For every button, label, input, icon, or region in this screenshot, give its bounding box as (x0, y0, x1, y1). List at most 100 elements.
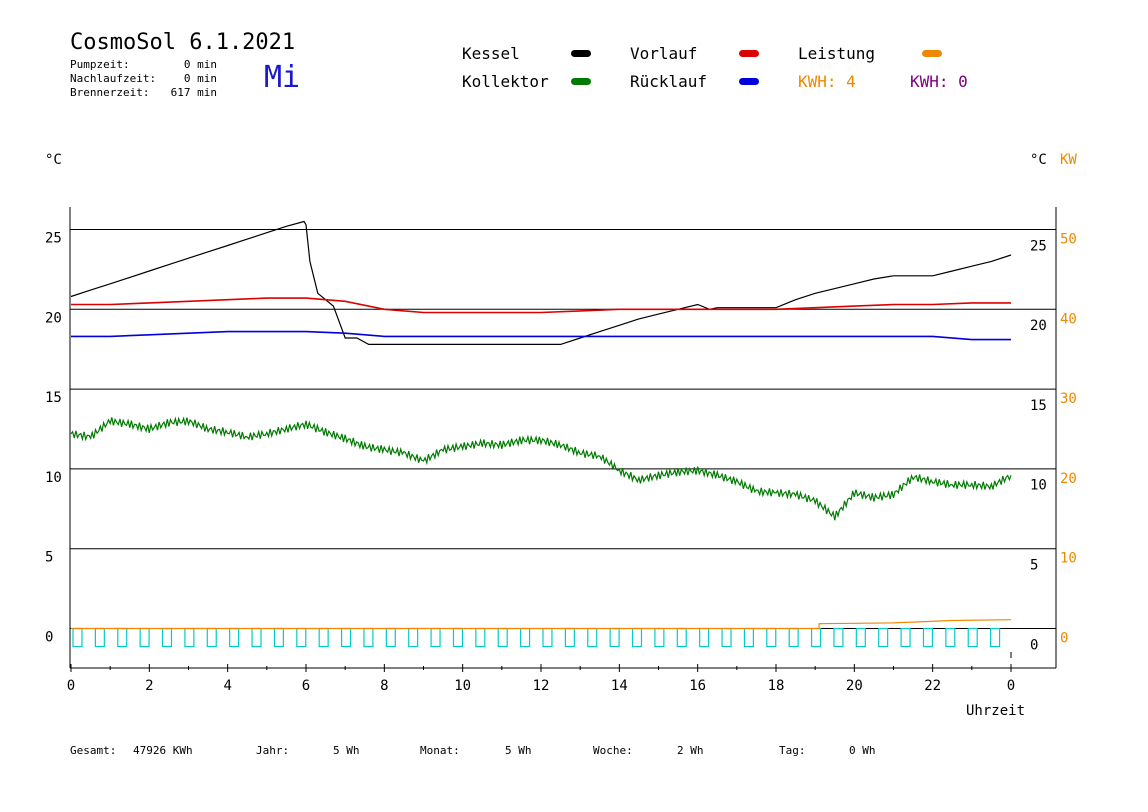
x-tick-label: 8 (380, 678, 388, 694)
x-tick-label: 4 (223, 678, 231, 694)
y-right-unit-label: °C (1030, 152, 1047, 168)
pump-cycle-marker (206, 627, 217, 648)
y-kw-tick-label: 10 (1060, 551, 1077, 567)
x-tick-label: 0 (67, 678, 75, 694)
pump-cycle-marker (766, 627, 777, 648)
pump-cycle-marker (990, 627, 1001, 648)
pump-cycle-marker (922, 627, 934, 648)
footer-monat-value: 5 Wh (505, 744, 532, 757)
weekday-label: Mi (264, 60, 301, 95)
pump-cycle-marker (273, 627, 284, 648)
y-right-tick-label: 15 (1030, 398, 1047, 414)
pump-cycle-marker (296, 627, 307, 648)
y-kw-tick-label: 0 (1060, 631, 1068, 647)
pump-cycle-marker (497, 627, 508, 648)
y-left-tick-label: 0 (45, 630, 53, 646)
pump-cycle-marker (94, 627, 105, 648)
x-tick-label: 16 (689, 678, 706, 694)
pump-cycle-marker (363, 627, 374, 648)
series-line-ruecklauf (71, 330, 1011, 341)
pump-cycle-marker (631, 627, 643, 648)
y-left-tick-label: 25 (45, 231, 62, 247)
x-tick-label: 22 (924, 678, 941, 694)
footer-monat-label: Monat: (420, 744, 460, 757)
kwh-counter-1: KWH: 4 (798, 72, 856, 91)
pump-cycle-marker (117, 627, 128, 648)
legend-kessel-swatch (571, 50, 591, 57)
x-tick-label: 2 (145, 678, 153, 694)
y-kw-tick-label: 50 (1060, 232, 1077, 248)
pump-cycle-marker (810, 627, 822, 648)
pump-cycle-marker (878, 627, 889, 648)
footer-jahr-value: 5 Wh (333, 744, 360, 757)
y-left-unit-label: °C (45, 152, 62, 168)
x-tick-label: 6 (302, 678, 310, 694)
series-line-vorlauf (71, 297, 1011, 314)
legend-vorlauf-label: Vorlauf (630, 44, 698, 63)
pump-cycle-marker (408, 627, 419, 648)
pump-cycle-marker (340, 627, 352, 648)
x-tick-label: 14 (611, 678, 628, 694)
y-left-tick-label: 5 (45, 550, 53, 566)
legend-kessel-label: Kessel (462, 44, 520, 63)
y-left-tick-label: 10 (45, 470, 62, 486)
pump-cycle-marker (430, 627, 441, 648)
y-kw-unit-label: KW (1060, 152, 1077, 168)
x-axis-label: Uhrzeit (966, 703, 1025, 719)
pump-cycle-marker (161, 627, 173, 648)
footer-jahr-label: Jahr: (256, 744, 290, 757)
pump-cycle-marker (564, 627, 575, 648)
page-title: CosmoSol 6.1.2021 (70, 30, 296, 55)
pump-cycle-marker (743, 627, 754, 648)
pump-cycle-marker (833, 627, 844, 648)
x-tick-label: 20 (846, 678, 863, 694)
y-left-tick-label: 20 (45, 310, 62, 326)
pump-cycle-marker (385, 627, 396, 648)
pump-cycle-marker (475, 627, 486, 648)
x-tick-label: 18 (768, 678, 785, 694)
pump-cycle-marker (855, 627, 866, 648)
legend-ruecklauf-label: Rücklauf (630, 72, 708, 91)
pump-cycle-marker (967, 627, 978, 648)
pump-cycle-marker (520, 627, 531, 648)
kwh-counter-2: KWH: 0 (910, 72, 968, 91)
y-right-tick-label: 20 (1030, 318, 1047, 334)
pumpzeit-value: 0 min (183, 58, 217, 71)
legend-vorlauf-swatch (739, 50, 759, 57)
legend-ruecklauf-swatch (739, 78, 759, 85)
pump-cycle-marker (318, 627, 329, 648)
footer-tag-value: 0 Wh (849, 744, 876, 757)
footer-woche-label: Woche: (593, 744, 633, 757)
pump-cycle-marker (72, 627, 83, 648)
pump-cycle-marker (699, 627, 710, 648)
pump-cycle-marker (542, 627, 553, 648)
pump-cycle-marker (676, 627, 687, 648)
footer-gesamt-value: 47926 KWh (133, 744, 193, 757)
legend-kollektor-swatch (571, 78, 591, 85)
pump-cycle-marker (139, 627, 150, 648)
footer-gesamt-label: Gesamt: (70, 744, 117, 757)
y-kw-tick-label: 30 (1060, 391, 1077, 407)
pump-cycle-marker (184, 627, 195, 648)
legend-leistung-swatch (922, 50, 942, 57)
pump-cycle-marker (229, 627, 240, 648)
legend-leistung-label: Leistung (798, 44, 876, 63)
pump-cycle-marker (609, 627, 620, 648)
pump-cycle-marker (654, 627, 665, 648)
footer-tag-label: Tag: (779, 744, 806, 757)
y-kw-tick-label: 40 (1060, 311, 1077, 327)
nachlaufzeit-label: Nachlaufzeit: (70, 72, 157, 85)
x-tick-label: 0 (1007, 678, 1015, 694)
pump-cycle-marker (452, 627, 464, 648)
pump-cycle-marker (900, 627, 911, 648)
y-right-tick-label: 25 (1030, 238, 1047, 254)
y-right-tick-label: 0 (1030, 637, 1038, 653)
pump-cycle-marker (945, 627, 956, 648)
nachlaufzeit-value: 0 min (183, 72, 217, 85)
x-tick-label: 10 (454, 678, 471, 694)
series-line-kessel (70, 220, 1012, 345)
y-right-tick-label: 10 (1030, 478, 1047, 494)
x-tick-label: 12 (533, 678, 550, 694)
legend-kollektor-label: Kollektor (462, 72, 549, 91)
